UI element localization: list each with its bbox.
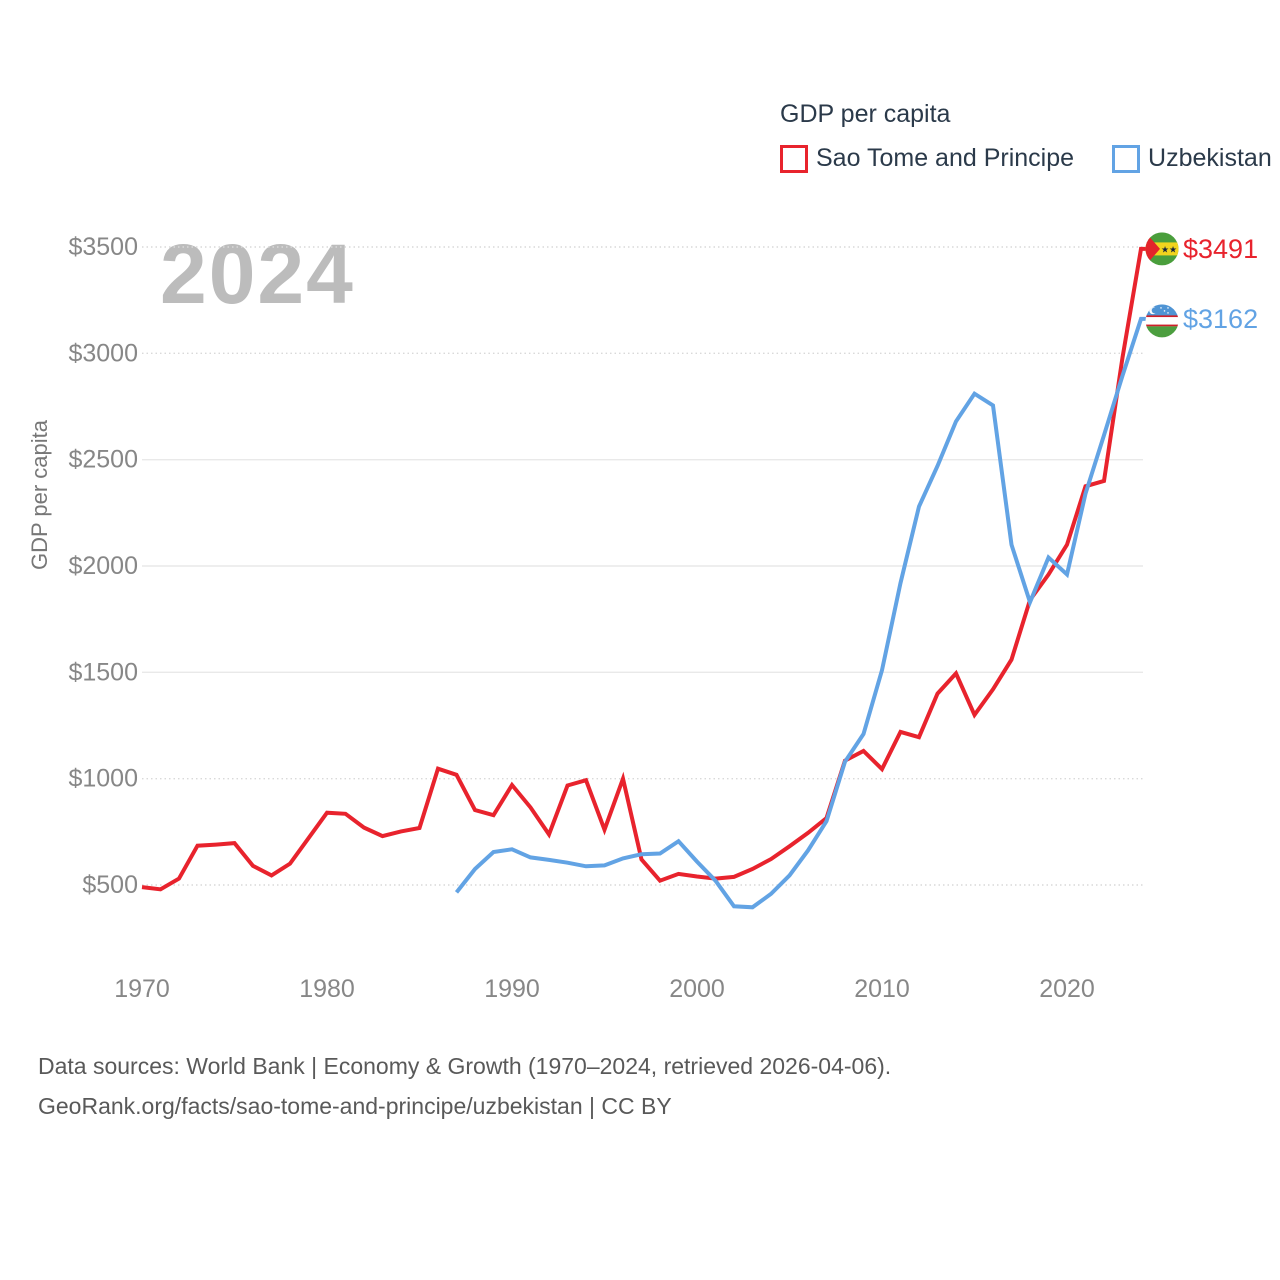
y-tick-label: $1000 — [68, 765, 138, 793]
uzbekistan-series-swatch-icon — [1112, 144, 1141, 173]
sao-tome-end-value-label: $3491 — [1183, 234, 1258, 264]
y-tick-label: $3000 — [68, 339, 138, 367]
sao-tome-series-swatch-icon — [780, 144, 808, 173]
legend-label: Uzbekistan — [1148, 144, 1272, 172]
year-watermark: 2024 — [160, 227, 355, 321]
svg-text:★: ★ — [1161, 245, 1169, 255]
x-tick-label: 2010 — [854, 975, 910, 1003]
uzbekistan-end-value-label: $3162 — [1183, 304, 1258, 334]
y-tick-label: $3500 — [68, 233, 138, 261]
legend-label: Sao Tome and Principe — [816, 144, 1075, 172]
data-sources-line: Data sources: World Bank | Economy & Gro… — [38, 1053, 892, 1079]
x-tick-label: 1980 — [299, 975, 355, 1003]
y-tick-label: $500 — [82, 871, 138, 899]
svg-text:★: ★ — [1169, 245, 1177, 255]
x-tick-label: 1970 — [114, 975, 170, 1003]
legend-item-uzbekistan[interactable]: Uzbekistan — [1112, 144, 1272, 173]
x-tick-label: 1990 — [484, 975, 540, 1003]
legend-title: GDP per capita — [780, 100, 951, 128]
uzbekistan-flag-icon — [1145, 304, 1179, 338]
chart-legend: GDP per capita Sao Tome and Principe Uzb… — [780, 100, 1272, 173]
y-tick-label: $2000 — [68, 552, 138, 580]
georank-url-line: GeoRank.org/facts/sao-tome-and-principe/… — [38, 1093, 672, 1119]
y-axis-title: GDP per capita — [27, 419, 52, 570]
legend-items: Sao Tome and Principe Uzbekistan — [780, 144, 1272, 173]
legend-item-sao-tome-and-principe[interactable]: Sao Tome and Principe — [780, 144, 1074, 173]
x-tick-label: 2020 — [1039, 975, 1095, 1003]
x-tick-label: 2000 — [669, 975, 725, 1003]
source-attribution: Data sources: World Bank | Economy & Gro… — [38, 1046, 891, 1126]
sao-tome-and-principe-flag-icon: ★ ★ — [1145, 232, 1179, 266]
y-tick-label: $2500 — [68, 446, 138, 474]
x-axis-labels: 1970 1980 1990 2000 2010 2020 — [114, 975, 1095, 1003]
line-sao-tome-and-principe — [141, 246, 1146, 892]
line-uzbekistan — [454, 316, 1146, 910]
gridlines: $500 $1000 $1500 $2000 $2500 $3000 $3500 — [68, 233, 1143, 899]
y-tick-label: $1500 — [68, 658, 138, 686]
